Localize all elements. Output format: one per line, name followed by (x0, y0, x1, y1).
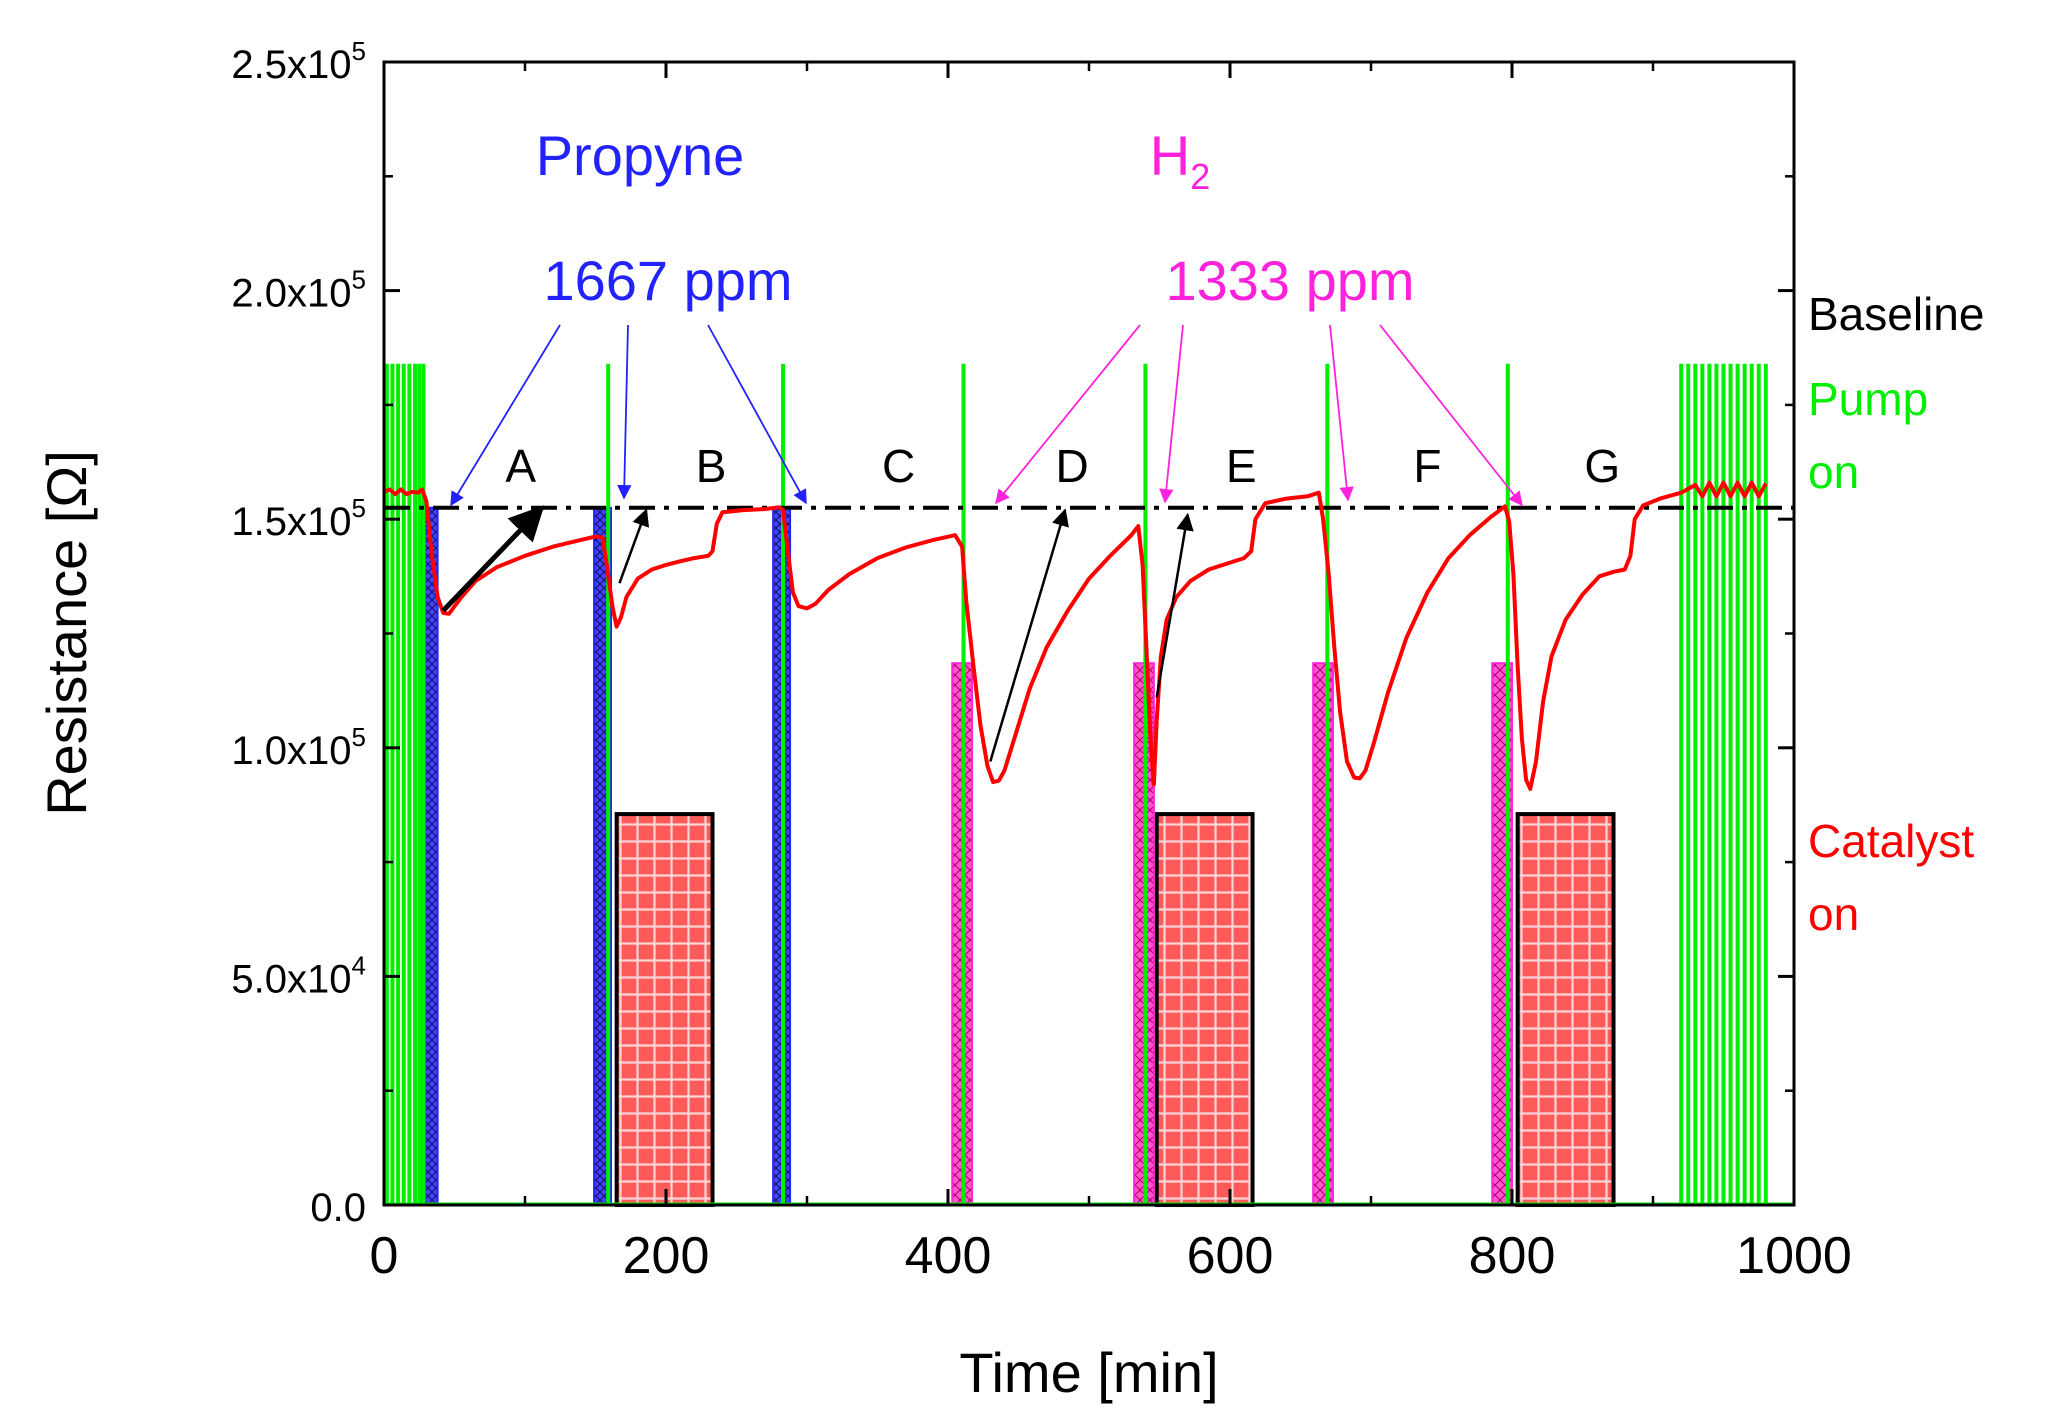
y-tick-exponent: 5 (352, 36, 366, 66)
catalyst-bar-2 (1154, 812, 1255, 1207)
y-tick-label: 5.0x104 (231, 950, 366, 1001)
y-tick-label: 0.0 (310, 1186, 366, 1230)
x-tick-label: 1000 (1736, 1227, 1852, 1285)
catalyst-on-bars (614, 812, 1616, 1207)
y-tick-exponent: 4 (352, 950, 366, 980)
h2-title: H2 (1150, 124, 1210, 197)
x-tick-label: 800 (1469, 1227, 1556, 1285)
h2-title-main: H (1150, 124, 1190, 187)
segment-labels: A B C D E F G (505, 440, 1620, 492)
y-axis-label-main: Resistance [ (35, 507, 98, 816)
resistance-curve (383, 480, 1768, 791)
segment-label-d: D (1055, 440, 1088, 492)
y-axis-label-end: ] (35, 450, 98, 466)
pump-on-lines (384, 363, 1794, 1206)
x-tick-label: 600 (1187, 1227, 1274, 1285)
y-tick-exponent: 5 (352, 493, 366, 523)
legend-pump-line1: Pump (1808, 373, 1928, 425)
recovery-arrows (441, 505, 1194, 762)
x-tick-label: 200 (623, 1227, 710, 1285)
recovery-arrow-2 (618, 508, 650, 584)
y-tick-exponent: 5 (352, 722, 366, 752)
segment-label-b: B (696, 440, 727, 492)
y-tick-mantissa: 1.0x10 (231, 729, 351, 773)
segment-label-a: A (505, 440, 536, 492)
x-tick-label: 400 (905, 1227, 992, 1285)
y-tick-exponent: 5 (352, 265, 366, 295)
y-tick-label: 1.0x105 (231, 722, 366, 773)
y-tick-mantissa: 0.0 (310, 1186, 366, 1230)
propyne-title: Propyne (536, 124, 745, 187)
x-axis-label: Time [min] (959, 1341, 1218, 1404)
segment-label-f: F (1413, 440, 1441, 492)
recovery-arrow-1 (441, 505, 545, 613)
propyne-exposure-bars (419, 506, 792, 1206)
y-tick-label: 2.5x105 (231, 36, 366, 87)
legend-baseline: Baseline (1808, 288, 1984, 340)
catalyst-bar-3 (1515, 812, 1616, 1207)
h2-bar-3 (1312, 662, 1334, 1206)
propyne-concentration: 1667 ppm (543, 249, 792, 312)
y-tick-mantissa: 2.0x10 (231, 272, 351, 316)
legend-pump-line2: on (1808, 446, 1859, 498)
h2-concentration: 1333 ppm (1165, 249, 1414, 312)
legend-catalyst-line2: on (1808, 888, 1859, 940)
segment-label-g: G (1584, 440, 1620, 492)
x-tick-label: 0 (370, 1227, 399, 1285)
h2-callout-arrows (995, 324, 1523, 507)
recovery-arrow-3 (989, 508, 1069, 762)
y-axis-label: Resistance [Ω] (35, 450, 98, 816)
y-tick-mantissa: 5.0x10 (231, 957, 351, 1001)
y-axis-label-unit: Ω (35, 466, 98, 508)
segment-label-e: E (1226, 440, 1257, 492)
y-tick-label: 1.5x105 (231, 493, 366, 544)
segment-label-c: C (882, 440, 915, 492)
h2-title-sub: 2 (1190, 156, 1210, 197)
legend-catalyst-line1: Catalyst (1808, 815, 1974, 867)
recovery-arrow-4 (1155, 512, 1194, 698)
catalyst-bar-1 (614, 812, 715, 1207)
y-tick-label: 2.0x105 (231, 265, 366, 316)
propyne-callout-arrows (450, 324, 807, 507)
y-tick-mantissa: 2.5x10 (231, 43, 351, 87)
x-axis-ticks: 0 200 400 600 800 1000 (370, 62, 1852, 1285)
y-tick-mantissa: 1.5x10 (231, 500, 351, 544)
